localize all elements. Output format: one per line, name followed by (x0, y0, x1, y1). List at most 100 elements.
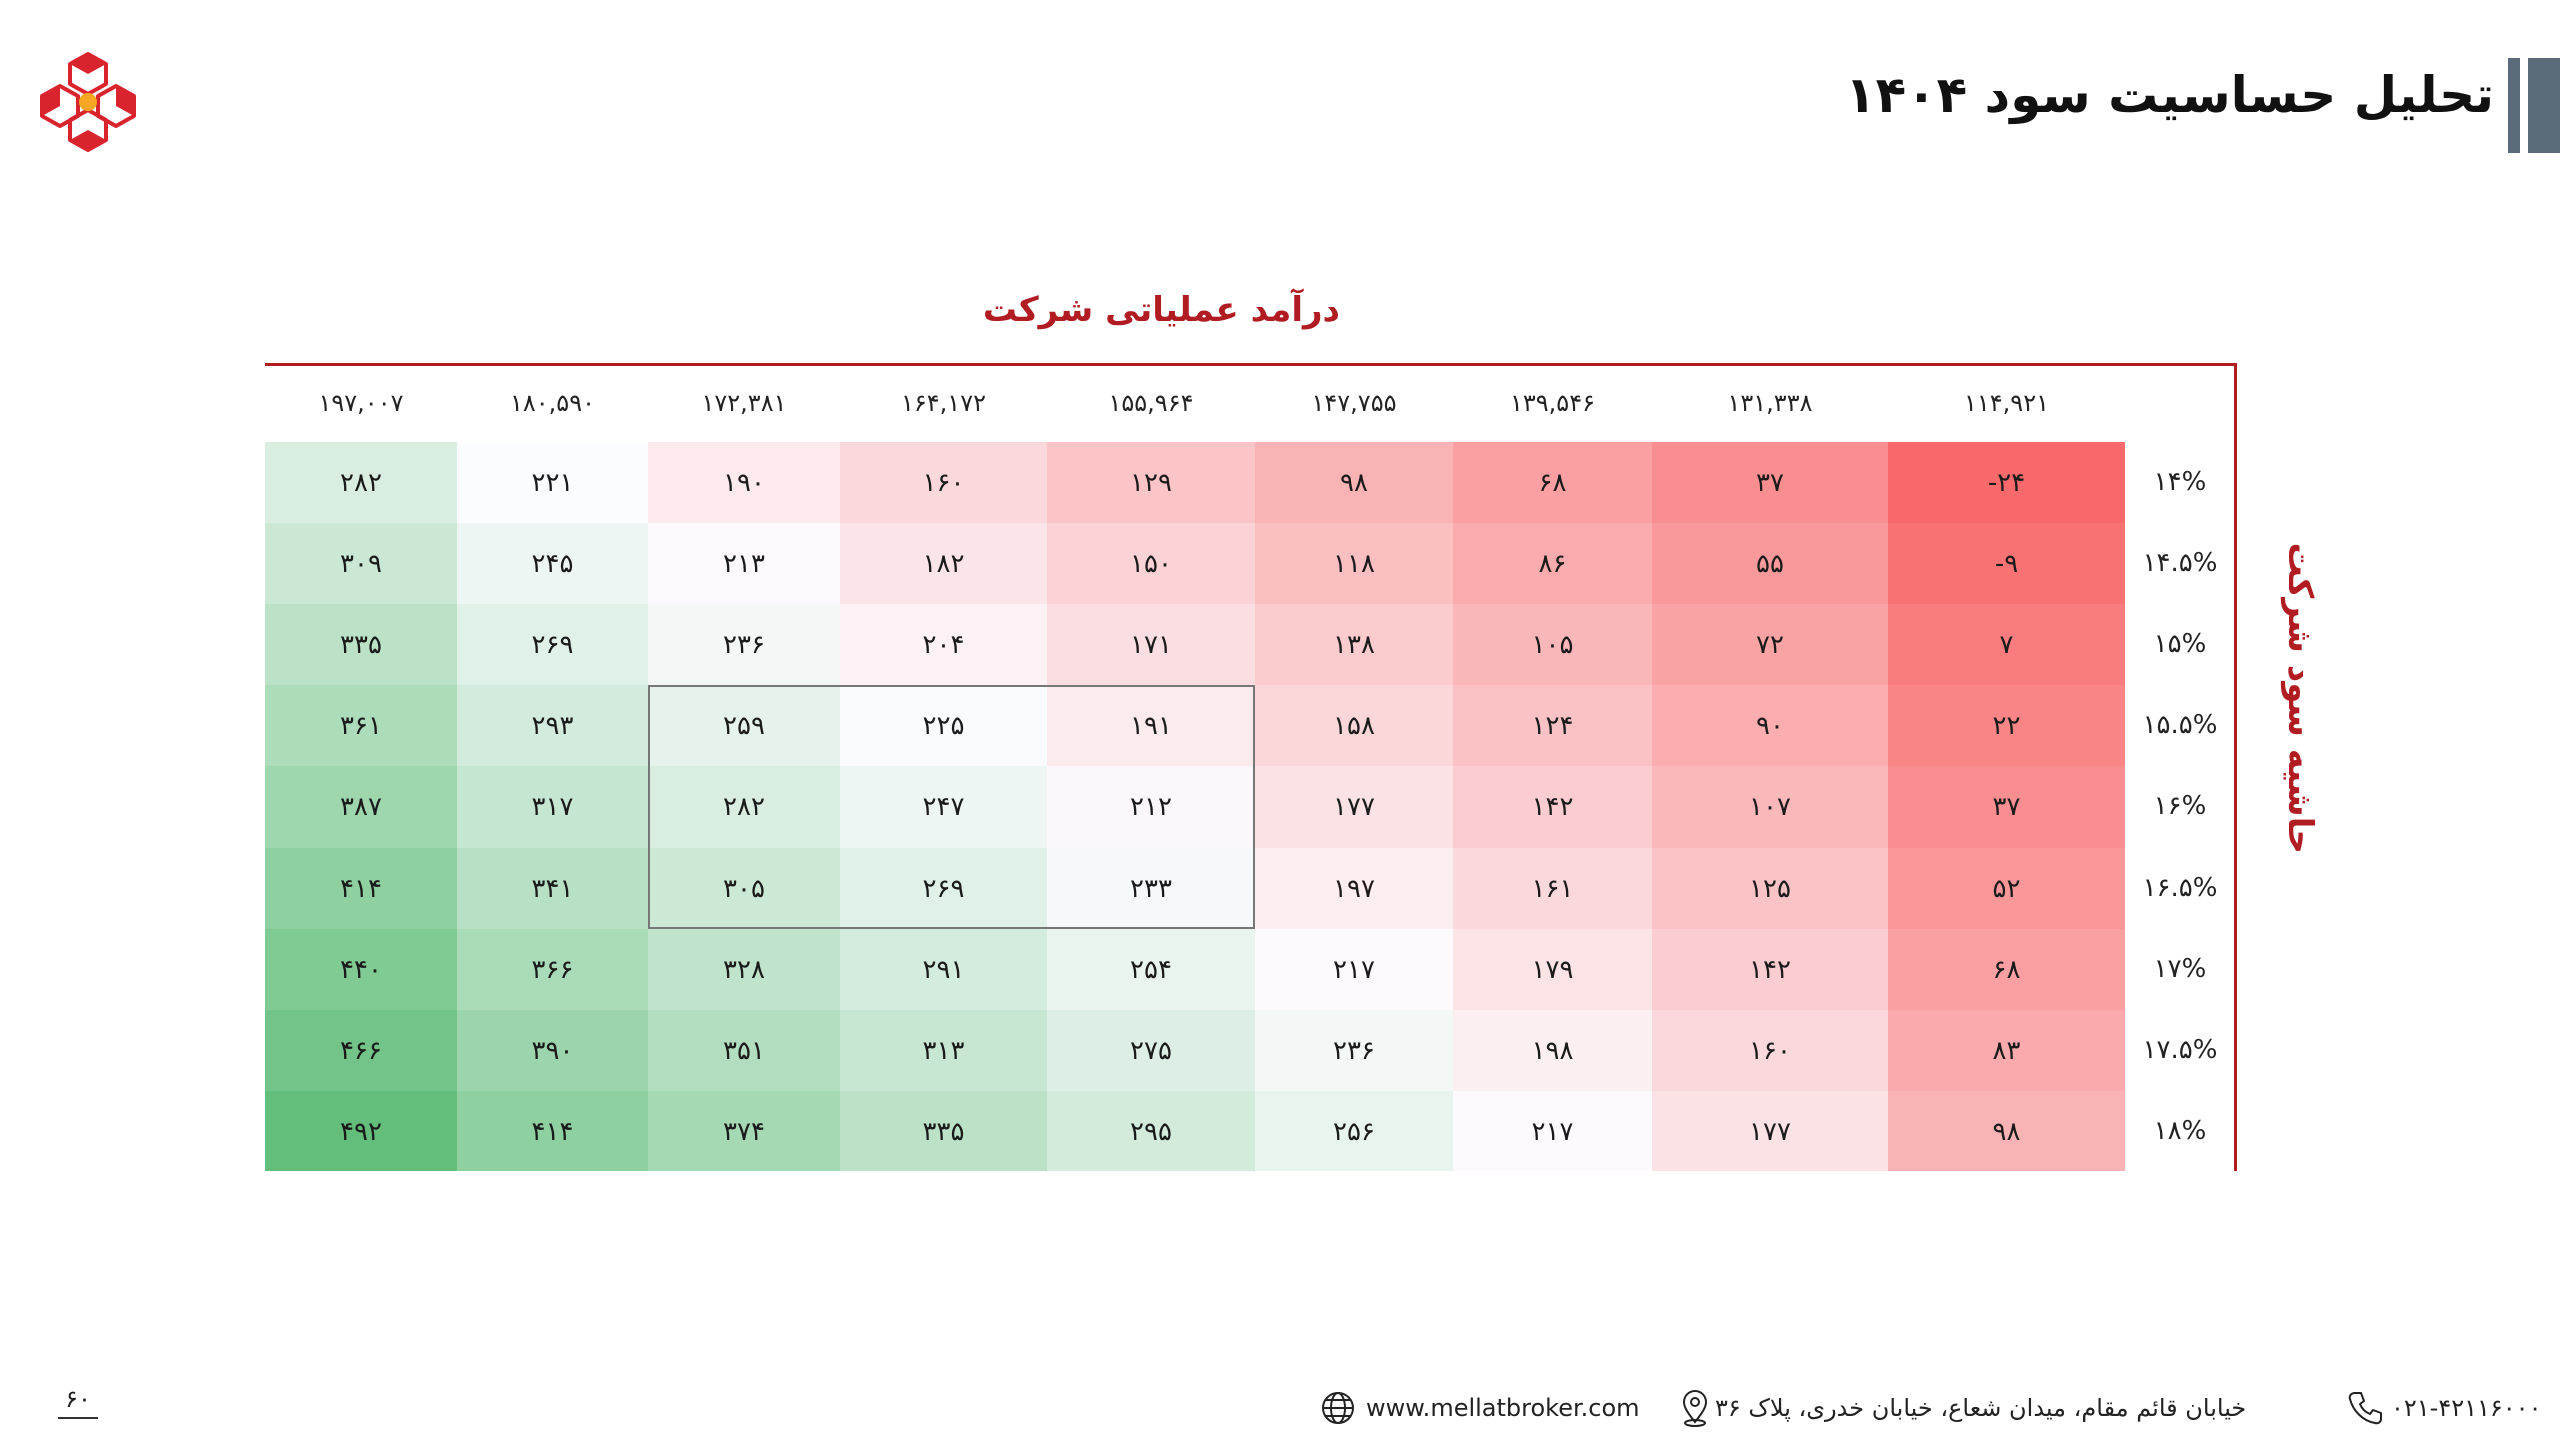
globe-icon (1322, 1392, 1354, 1424)
row-header: ۱۶.۵% (2142, 873, 2218, 903)
row-header: ۱۴.۵% (2142, 548, 2218, 578)
table-cell: ۳۵۱ (648, 1010, 840, 1091)
table-cell: ۱۸۲ (840, 523, 1047, 604)
row-header: ۱۷.۵% (2142, 1035, 2218, 1065)
mellat-logo (40, 52, 136, 152)
table-cell: ۳۳۵ (840, 1091, 1047, 1171)
table-cell: ۳۷۴ (648, 1091, 840, 1171)
table-cell: ۶۸ (1888, 929, 2125, 1010)
table-cell: ۲۱۷ (1453, 1091, 1652, 1171)
margin-axis-label: حاشیه سود شرکت (2280, 542, 2320, 854)
table-cell: ۱۴۲ (1652, 929, 1888, 1010)
table-cell: ۴۱۴ (265, 848, 457, 929)
table-cell: ۲۱۲ (1047, 766, 1255, 848)
table-cell: ۱۲۵ (1652, 848, 1888, 929)
column-header: ۱۴۷,۷۵۵ (1311, 389, 1397, 417)
table-cell: ۲۸۲ (648, 766, 840, 848)
row-header: ۱۴% (2153, 467, 2207, 497)
table-cell: ۱۲۴ (1453, 685, 1652, 766)
footer-website[interactable]: www.mellatbroker.com (1318, 1383, 1640, 1433)
table-cell: ۸۳ (1888, 1010, 2125, 1091)
table-cell: ۷۲ (1652, 604, 1888, 685)
column-header: ۱۱۴,۹۲۱ (1964, 389, 2049, 417)
table-cell: ۴۴۰ (265, 929, 457, 1010)
table-cell: ۱۶۰ (840, 442, 1047, 523)
location-pin-icon (1682, 1390, 1708, 1427)
address-text: خیابان قائم مقام، میدان شعاع، خیابان خدر… (1715, 1394, 2247, 1422)
table-cell: ۲۳۳ (1047, 848, 1255, 929)
table-cell: ۲۹۵ (1047, 1091, 1255, 1171)
table-cell: ۱۹۰ (648, 442, 840, 523)
margin-axis-line (2234, 363, 2237, 1171)
title-accent-bar (2508, 58, 2560, 153)
table-cell: ۲۳۶ (648, 604, 840, 685)
column-header: ۱۹۷,۰۰۷ (318, 389, 404, 417)
table-cell: ۳۴۱ (457, 848, 648, 929)
row-header: ۱۵% (2153, 629, 2207, 659)
table-cell: ۱۶۰ (1652, 1010, 1888, 1091)
table-cell: ۶۸ (1453, 442, 1652, 523)
table-cell: ۳۹۰ (457, 1010, 648, 1091)
table-cell: ۲۴۷ (840, 766, 1047, 848)
table-cell: ۴۹۲ (265, 1091, 457, 1171)
column-header: ۱۳۱,۳۳۸ (1727, 389, 1813, 417)
table-cell: -۲۴ (1888, 442, 2125, 523)
table-cell: ۲۶۹ (840, 848, 1047, 929)
table-cell: ۲۲۱ (457, 442, 648, 523)
table-cell: ۵۲ (1888, 848, 2125, 929)
table-cell: ۲۲۵ (840, 685, 1047, 766)
table-cell: ۳۰۹ (265, 523, 457, 604)
table-cell: ۵۵ (1652, 523, 1888, 604)
table-cell: ۳۱۷ (457, 766, 648, 848)
table-cell: ۱۷۷ (1255, 766, 1453, 848)
table-cell: ۱۵۰ (1047, 523, 1255, 604)
table-cell: ۱۳۸ (1255, 604, 1453, 685)
table-cell: ۲۴۵ (457, 523, 648, 604)
table-cell: ۲۵۹ (648, 685, 840, 766)
table-cell: ۲۱۳ (648, 523, 840, 604)
table-cell: ۳۶۶ (457, 929, 648, 1010)
page-title: تحلیل حساسیت سود ۱۴۰۴ (1845, 66, 2494, 124)
table-cell: ۳۱۳ (840, 1010, 1047, 1091)
table-cell: ۱۶۱ (1453, 848, 1652, 929)
table-cell: ۲۳۶ (1255, 1010, 1453, 1091)
table-cell: ۱۲۹ (1047, 442, 1255, 523)
footer-phone: ۰۲۱-۴۲۱۱۶۰۰۰ (2345, 1383, 2541, 1433)
table-cell: ۱۷۷ (1652, 1091, 1888, 1171)
table-cell: ۳۷ (1888, 766, 2125, 848)
table-cell: ۲۷۵ (1047, 1010, 1255, 1091)
table-cell: ۲۹۳ (457, 685, 648, 766)
column-header: ۱۵۵,۹۶۴ (1108, 389, 1194, 417)
table-cell: ۹۰ (1652, 685, 1888, 766)
table-cell: ۱۱۸ (1255, 523, 1453, 604)
table-cell: ۱۹۸ (1453, 1010, 1652, 1091)
phone-icon (2348, 1392, 2382, 1425)
table-cell: ۳۰۵ (648, 848, 840, 929)
column-header: ۱۳۹,۵۴۶ (1510, 389, 1595, 417)
table-cell: ۱۹۷ (1255, 848, 1453, 929)
row-header: ۱۸% (2153, 1116, 2207, 1146)
table-cell: ۳۸۷ (265, 766, 457, 848)
table-cell: ۹۸ (1888, 1091, 2125, 1171)
revenue-axis-line (265, 363, 2237, 366)
table-cell: ۴۶۶ (265, 1010, 457, 1091)
table-cell: ۱۵۸ (1255, 685, 1453, 766)
table-cell: ۱۷۱ (1047, 604, 1255, 685)
column-header: ۱۶۴,۱۷۲ (901, 389, 986, 417)
table-cell: ۳۲۸ (648, 929, 840, 1010)
table-cell: ۲۱۷ (1255, 929, 1453, 1010)
table-cell: ۴۱۴ (457, 1091, 648, 1171)
website-text: www.mellatbroker.com (1366, 1394, 1640, 1422)
table-cell: ۲۵۴ (1047, 929, 1255, 1010)
table-cell: ۲۲ (1888, 685, 2125, 766)
table-cell: ۳۳۵ (265, 604, 457, 685)
table-cell: ۱۷۹ (1453, 929, 1652, 1010)
table-cell: -۹ (1888, 523, 2125, 604)
column-header: ۱۷۲,۳۸۱ (701, 389, 787, 417)
row-header: ۱۷% (2153, 954, 2207, 984)
table-cell: ۹۸ (1255, 442, 1453, 523)
table-cell: ۱۹۱ (1047, 685, 1255, 766)
phone-text: ۰۲۱-۴۲۱۱۶۰۰۰ (2391, 1394, 2542, 1422)
table-cell: ۱۴۲ (1453, 766, 1652, 848)
row-header: ۱۵.۵% (2142, 710, 2218, 740)
